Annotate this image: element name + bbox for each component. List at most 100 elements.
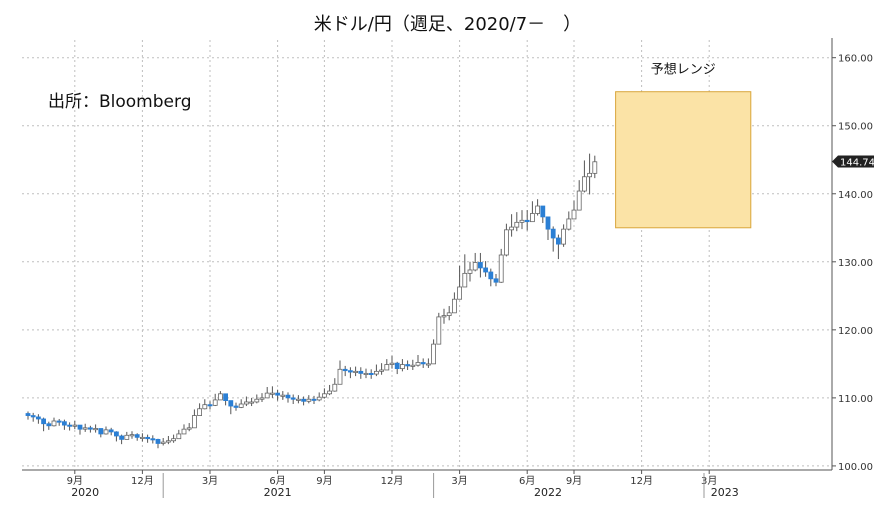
candle (457, 265, 463, 300)
candle-body-down (493, 278, 499, 283)
candle-body-up (592, 161, 598, 174)
candle-body-down (483, 267, 489, 273)
candle (197, 403, 203, 416)
candle (233, 402, 239, 411)
x-tick-label: 3月 (701, 475, 717, 487)
y-tick-label: 110.00 (838, 394, 873, 405)
candle (332, 378, 338, 392)
candle-body-up (576, 190, 582, 211)
candle-body-down (228, 400, 234, 407)
x-axis: 9月 12月 3月 6月 9月 12月 3月 6月 9月 12月 3月 2020 2021 2022 202… (22, 469, 832, 499)
candle-body-down (134, 434, 140, 438)
candle-body-up (51, 420, 57, 427)
candle (524, 210, 530, 231)
y-tick-label: 130.00 (838, 258, 873, 269)
candle-body-down (290, 397, 296, 400)
candle-body-down (301, 398, 307, 402)
candle-body-up (514, 221, 520, 228)
candle-body-up (472, 262, 478, 271)
candle-body-down (347, 370, 353, 373)
candle-body-up (186, 427, 192, 430)
candle (389, 355, 395, 369)
candle (93, 424, 98, 433)
candle-body-down (46, 423, 52, 427)
candle-body-up (530, 213, 535, 223)
candle-body-up (384, 364, 390, 371)
candle (311, 395, 317, 405)
last-price-marker (832, 155, 874, 168)
candle-body-up (399, 364, 405, 370)
candle-body-down (88, 427, 93, 430)
last-price-label: 144.74 (840, 158, 875, 169)
candle (249, 397, 255, 407)
candle (134, 433, 140, 441)
candle (181, 424, 187, 435)
candle-body-up (165, 440, 171, 443)
candle-body-up (103, 429, 109, 435)
x-tick-label: 9月 (67, 475, 83, 487)
candle (477, 252, 483, 278)
candle (373, 364, 379, 377)
candle (82, 423, 88, 432)
candle-body-up (446, 312, 452, 316)
candle-body-up (410, 364, 416, 367)
candle-body-down (25, 413, 31, 416)
candle-body-up (353, 370, 359, 373)
candle-body-up (197, 408, 203, 416)
year-label: 2022 (534, 486, 562, 499)
candle (399, 359, 405, 372)
candle (124, 431, 130, 440)
candle-body-up (535, 205, 540, 214)
candle (363, 368, 369, 379)
candle-body-up (337, 368, 343, 385)
candle (108, 427, 114, 436)
candle (342, 365, 348, 377)
candle-body-up (181, 428, 187, 435)
candle (358, 367, 364, 379)
candle (223, 393, 229, 406)
y-tick-label: 150.00 (838, 122, 873, 133)
candle (561, 224, 566, 247)
candle-body-up (332, 383, 338, 392)
candle (165, 435, 171, 445)
candle (535, 199, 540, 216)
candle (176, 429, 182, 440)
candle-body-up (259, 397, 265, 400)
candle (514, 212, 520, 232)
candle-body-up (389, 362, 395, 365)
candle-body-down (62, 421, 67, 426)
candle (462, 254, 468, 288)
candle-body-up (280, 394, 286, 397)
candle-body-up (498, 254, 504, 283)
candle-body-up (160, 441, 166, 444)
candle (556, 234, 561, 260)
candle-body-up (202, 404, 208, 410)
candle (280, 391, 286, 400)
candle (394, 361, 400, 375)
candle-body-up (561, 228, 566, 245)
candle-body-down (155, 438, 161, 444)
candle (259, 393, 265, 402)
candle (592, 155, 598, 179)
candle-body-up (124, 434, 130, 440)
candle-body-down (368, 372, 374, 375)
candle-body-up (295, 398, 301, 401)
candle-body-down (223, 393, 229, 402)
candle (545, 216, 551, 241)
candle-body-up (72, 424, 78, 427)
candle-body-up (379, 369, 385, 372)
candle-body-up (363, 372, 369, 375)
forecast-range-label: 予想レンジ (651, 62, 716, 78)
candle (202, 399, 208, 410)
candle-body-up (457, 286, 463, 300)
candle-body-up (436, 316, 442, 345)
candle-body-up (415, 362, 421, 366)
candle (139, 433, 145, 442)
candle (451, 292, 457, 314)
candle (129, 431, 135, 439)
candle (316, 392, 322, 402)
candle-body-up (264, 392, 270, 399)
y-tick-label: 120.00 (838, 326, 873, 337)
candle-body-down (556, 237, 561, 245)
